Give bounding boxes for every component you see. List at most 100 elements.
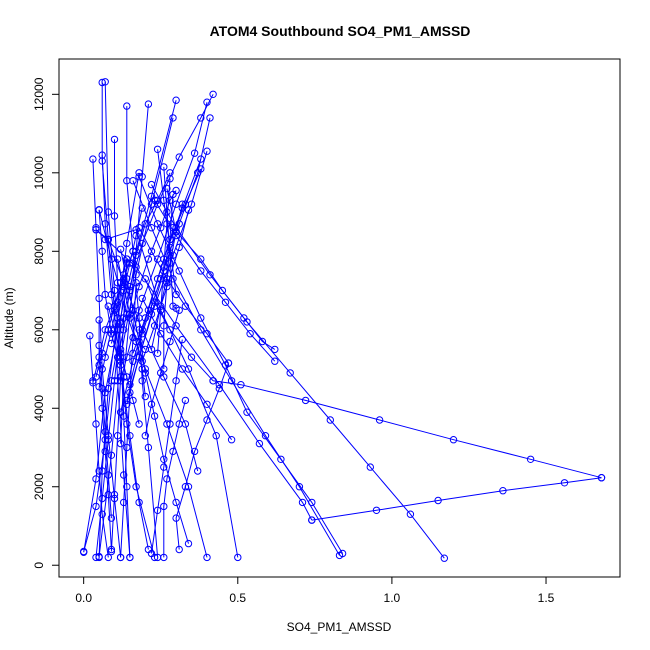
data-point: [95, 206, 103, 214]
data-point: [101, 326, 109, 334]
data-point: [141, 275, 150, 283]
data-point: [123, 420, 131, 428]
data-point: [166, 337, 174, 346]
data-point: [163, 420, 171, 428]
data-point: [163, 475, 171, 483]
data-point: [92, 553, 100, 562]
data-point: [98, 247, 106, 256]
data-point: [190, 447, 199, 456]
data-point: [126, 388, 134, 397]
data-point: [209, 377, 217, 385]
y-axis-label: Altitude (m): [2, 287, 16, 348]
data-point: [277, 455, 285, 463]
y-tick-label: 12000: [32, 77, 46, 111]
data-point: [184, 483, 193, 491]
data-point: [126, 381, 134, 389]
data-point: [175, 153, 183, 161]
data-point: [101, 290, 109, 299]
data-point: [375, 416, 384, 424]
data-point: [172, 96, 180, 104]
data-point: [212, 432, 220, 440]
data-point: [123, 353, 131, 361]
data-point: [163, 275, 171, 283]
data-point: [175, 267, 183, 275]
data-point: [166, 175, 174, 183]
data-point: [92, 226, 100, 234]
data-point: [178, 365, 187, 373]
data-point: [160, 553, 168, 562]
data-point: [123, 400, 131, 408]
data-point: [138, 173, 146, 181]
data-point: [153, 145, 162, 154]
data-point: [203, 416, 211, 424]
data-point: [203, 553, 211, 562]
data-point: [440, 554, 448, 562]
data-point: [104, 208, 113, 216]
data-point: [175, 545, 183, 554]
data-point: [301, 396, 310, 405]
series-line: [120, 282, 137, 558]
data-point: [135, 420, 143, 428]
chart-title: ATOM4 Southbound SO4_PM1_AMSSD: [210, 23, 471, 39]
data-point: [107, 514, 116, 522]
data-point: [172, 304, 180, 312]
series-line: [105, 229, 239, 558]
data-point: [163, 208, 171, 216]
data-point: [181, 302, 190, 310]
data-point: [107, 451, 116, 459]
data-point: [243, 408, 251, 416]
y-tick-label: 0: [32, 562, 46, 569]
data-point: [163, 279, 171, 287]
data-point: [98, 510, 106, 518]
data-point: [116, 553, 125, 562]
data-point: [98, 467, 106, 475]
data-point: [169, 114, 177, 122]
y-tick-label: 4000: [32, 395, 46, 422]
data-point: [175, 420, 183, 428]
data-point: [141, 432, 150, 440]
data-point: [92, 420, 100, 428]
data-point: [116, 349, 125, 357]
data-point: [138, 326, 146, 334]
data-point: [101, 78, 109, 86]
series-line: [132, 180, 340, 556]
data-point: [95, 383, 103, 391]
data-point: [169, 251, 177, 259]
data-point: [101, 235, 109, 244]
data-point: [190, 149, 199, 157]
data-point: [261, 432, 270, 440]
series-line: [95, 229, 313, 521]
data-point: [203, 98, 211, 106]
data-point: [163, 184, 171, 193]
data-point: [107, 339, 116, 348]
data-point: [153, 506, 162, 514]
data-point: [597, 474, 606, 482]
data-point: [138, 204, 146, 212]
data-point: [147, 247, 156, 256]
data-point: [187, 353, 196, 361]
data-point: [116, 318, 125, 326]
data-point: [89, 155, 97, 163]
data-point: [132, 483, 140, 491]
data-point: [129, 247, 137, 256]
series-line: [141, 298, 233, 440]
data-point: [184, 539, 193, 548]
data-point: [147, 180, 156, 189]
data-point: [499, 487, 507, 495]
data-point: [560, 479, 569, 487]
data-point: [271, 345, 279, 354]
series-line: [144, 278, 214, 382]
data-point: [147, 400, 156, 408]
data-point: [123, 259, 131, 267]
data-point: [178, 335, 187, 344]
data-point: [129, 333, 137, 342]
data-point: [227, 377, 236, 385]
data-point: [110, 490, 119, 499]
data-point: [110, 326, 119, 334]
data-point: [144, 443, 153, 452]
data-point: [129, 357, 137, 365]
data-point: [120, 275, 128, 283]
data-point: [123, 239, 131, 248]
data-point: [372, 506, 381, 514]
data-point: [120, 286, 128, 295]
